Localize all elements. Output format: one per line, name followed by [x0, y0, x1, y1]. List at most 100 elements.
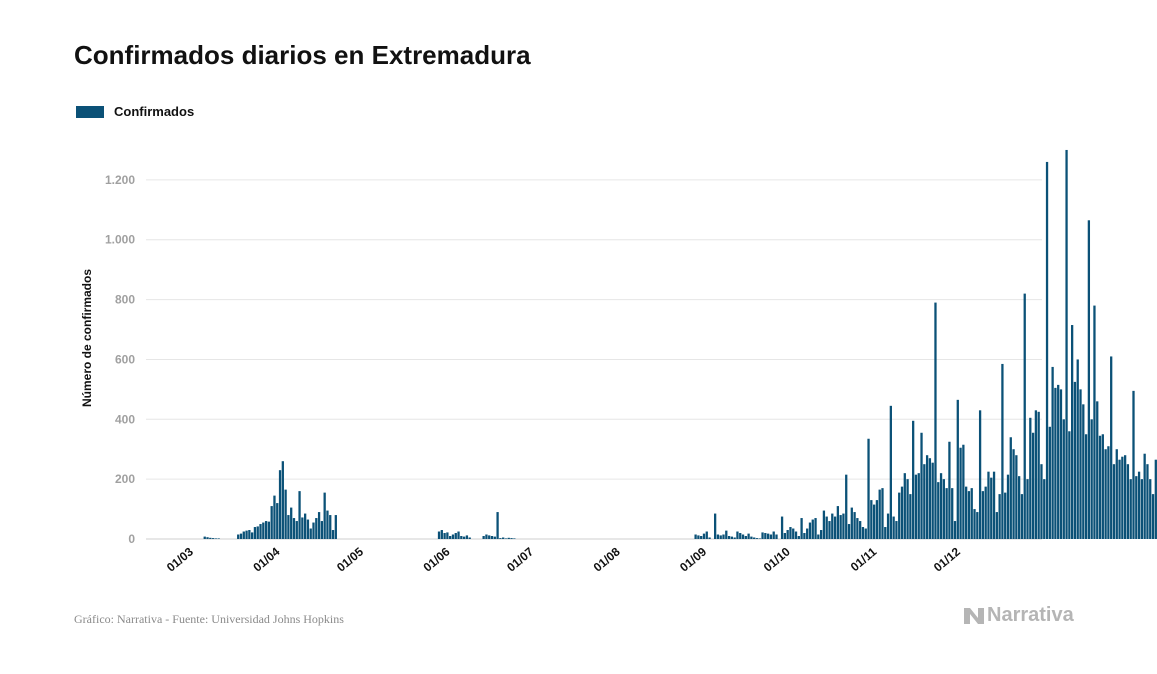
x-tick-label: 01/05: [334, 544, 366, 574]
bar: [973, 509, 976, 539]
bar: [490, 536, 494, 539]
bar: [1018, 476, 1021, 539]
bar: [900, 486, 904, 539]
bar: [886, 513, 890, 539]
bar: [845, 474, 848, 539]
bar: [1115, 449, 1118, 539]
bar: [825, 516, 828, 539]
bar: [306, 519, 310, 539]
bar: [1054, 387, 1057, 539]
bar: [1057, 384, 1060, 539]
bar: [831, 513, 834, 539]
bar: [931, 462, 934, 539]
bar: [733, 537, 736, 539]
x-tick-label: 01/03: [164, 544, 196, 574]
y-tick-label: 800: [115, 293, 135, 307]
bar: [739, 533, 742, 539]
bar: [1143, 453, 1146, 539]
bar: [934, 302, 937, 539]
bar: [850, 507, 853, 539]
bar: [953, 521, 957, 539]
bar: [1045, 161, 1049, 539]
bar: [758, 538, 761, 539]
y-tick-label: 0: [128, 532, 135, 546]
bar: [1034, 410, 1038, 539]
bar: [1146, 464, 1149, 539]
bar: [329, 515, 332, 539]
bar: [1132, 390, 1135, 539]
bar: [792, 528, 795, 539]
bar: [298, 491, 301, 539]
bar: [705, 531, 708, 539]
bar: [775, 534, 778, 539]
y-tick-label: 1.200: [105, 173, 135, 187]
bar: [766, 533, 770, 539]
bar: [806, 528, 809, 539]
bar: [259, 524, 262, 539]
y-tick-label: 400: [115, 412, 135, 426]
bar: [303, 513, 307, 539]
bar: [1001, 363, 1004, 539]
bar: [485, 534, 488, 539]
bar: [454, 533, 457, 539]
bar: [451, 534, 455, 539]
bar: [1076, 359, 1079, 539]
bar: [914, 474, 918, 539]
bar: [217, 538, 220, 539]
bar: [967, 491, 971, 539]
bar: [925, 455, 929, 539]
bar: [761, 532, 764, 539]
bar: [814, 518, 817, 539]
bar: [895, 521, 898, 539]
bar: [912, 420, 915, 539]
x-tick-label: 01/08: [591, 544, 623, 574]
bar: [1040, 464, 1043, 539]
bar: [937, 482, 940, 539]
bar: [769, 534, 773, 539]
bar: [1154, 459, 1157, 539]
bar: [443, 533, 446, 539]
bar: [493, 536, 496, 539]
bar: [747, 533, 750, 539]
narrativa-logo-icon: [964, 607, 984, 624]
bar: [811, 519, 814, 539]
bar: [1015, 455, 1018, 539]
bar: [959, 447, 962, 539]
bar: [909, 494, 912, 539]
y-tick-label: 1.000: [105, 233, 135, 247]
x-tick-label: 01/04: [250, 544, 282, 574]
bar: [945, 488, 948, 539]
narrativa-logo-text: Narrativa: [987, 604, 1074, 626]
bar: [1126, 464, 1130, 539]
bar: [864, 528, 867, 539]
bar: [502, 537, 505, 539]
bar: [808, 522, 812, 539]
bar: [251, 532, 254, 539]
legend: Confirmados: [76, 104, 194, 119]
bar: [278, 470, 282, 539]
bar: [248, 530, 251, 539]
bar: [320, 521, 324, 539]
bar: [789, 527, 792, 539]
bar: [800, 518, 803, 539]
bar: [951, 488, 954, 539]
bar: [290, 507, 293, 539]
bar: [736, 531, 739, 539]
bar: [786, 530, 789, 539]
bar: [898, 492, 901, 539]
bar: [488, 535, 491, 539]
bar: [976, 512, 979, 539]
bar: [1084, 434, 1088, 539]
x-tick-label: 01/06: [421, 544, 453, 574]
bar: [1004, 492, 1007, 539]
bar: [981, 491, 985, 539]
y-tick-label: 200: [115, 472, 135, 486]
bar: [312, 522, 315, 539]
bar: [457, 531, 460, 539]
bar: [242, 531, 245, 539]
bar: [956, 399, 959, 539]
bar: [315, 518, 318, 539]
bar: [245, 530, 248, 539]
bar: [1107, 446, 1110, 539]
